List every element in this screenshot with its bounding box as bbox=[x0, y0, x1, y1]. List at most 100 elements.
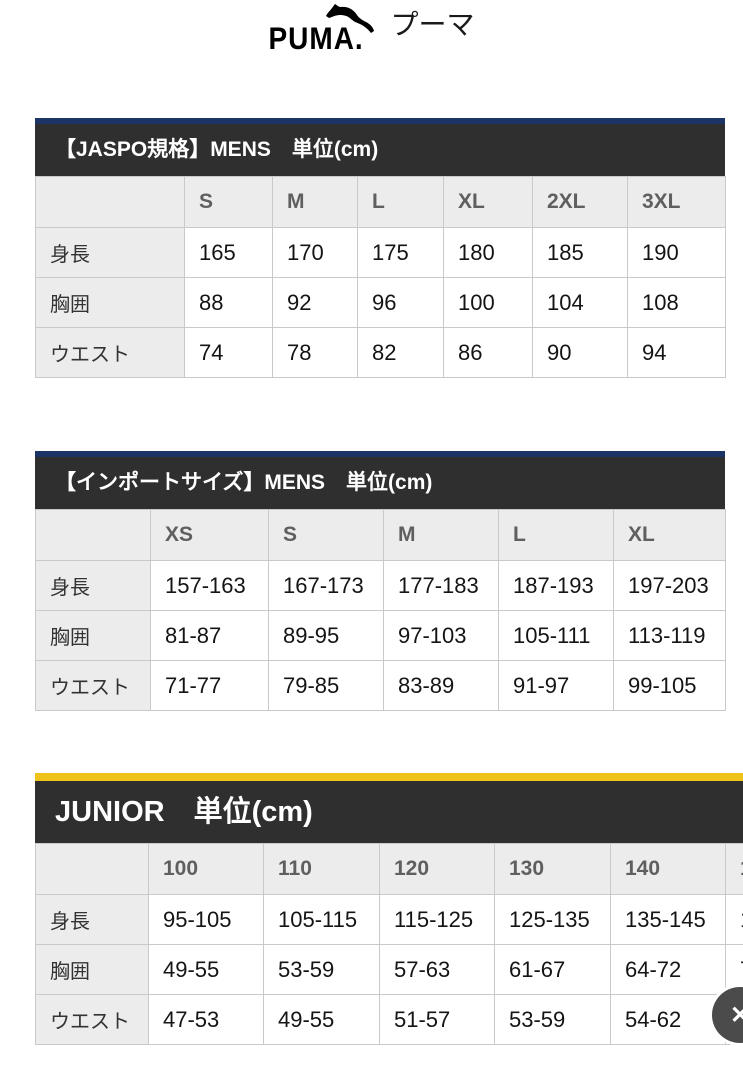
size-cell: 105-111 bbox=[498, 610, 614, 661]
column-header: L bbox=[498, 509, 614, 561]
size-cell: 104 bbox=[532, 277, 628, 328]
column-header: XL bbox=[443, 176, 533, 228]
size-cell: 170 bbox=[272, 227, 358, 278]
size-cell: 99-105 bbox=[613, 660, 726, 711]
size-cell: 54-62 bbox=[610, 994, 726, 1045]
size-cell: 125-135 bbox=[494, 894, 611, 945]
table-row: ウエスト 71-77 79-85 83-89 91-97 99-105 bbox=[35, 660, 726, 711]
accent-bar-navy bbox=[35, 451, 725, 457]
accent-bar-navy bbox=[35, 118, 725, 124]
column-header: 1 bbox=[725, 843, 743, 895]
size-table-junior: JUNIOR 単位(cm) 100 110 120 130 140 1 身長 9… bbox=[35, 773, 743, 1045]
puma-logo: PUMA. bbox=[268, 2, 375, 57]
size-cell: 89-95 bbox=[268, 610, 384, 661]
column-header: 100 bbox=[148, 843, 264, 895]
table-row: ウエスト 47-53 49-55 51-57 53-59 54-62 bbox=[35, 994, 743, 1045]
size-cell: 97-103 bbox=[383, 610, 499, 661]
size-grid: S M L XL 2XL 3XL 身長 165 170 175 180 185 … bbox=[35, 176, 726, 378]
size-cell: 105-115 bbox=[263, 894, 380, 945]
column-header: M bbox=[272, 176, 358, 228]
row-label: 胸囲 bbox=[35, 610, 151, 661]
size-cell: 135-145 bbox=[610, 894, 726, 945]
close-icon: ✕ bbox=[729, 1001, 743, 1029]
column-header-row: XS S M L XL bbox=[35, 509, 726, 561]
size-cell: 61-67 bbox=[494, 944, 611, 995]
row-label: 胸囲 bbox=[35, 277, 185, 328]
row-label: ウエスト bbox=[35, 994, 149, 1045]
table-row: 身長 157-163 167-173 177-183 187-193 197-2… bbox=[35, 560, 726, 611]
column-header: 120 bbox=[379, 843, 495, 895]
size-cell: 113-119 bbox=[613, 610, 726, 661]
size-cell: 91-97 bbox=[498, 660, 614, 711]
column-header: S bbox=[184, 176, 273, 228]
table-row: 胸囲 49-55 53-59 57-63 61-67 64-72 7 bbox=[35, 944, 743, 995]
table-row: 身長 165 170 175 180 185 190 bbox=[35, 227, 726, 278]
corner-cell bbox=[35, 176, 185, 228]
column-header: 3XL bbox=[627, 176, 726, 228]
column-header-row: 100 110 120 130 140 1 bbox=[35, 843, 743, 895]
size-cell: 115-125 bbox=[379, 894, 495, 945]
column-header: 130 bbox=[494, 843, 611, 895]
size-cell: 92 bbox=[272, 277, 358, 328]
size-cell: 78 bbox=[272, 327, 358, 378]
size-cell: 197-203 bbox=[613, 560, 726, 611]
column-header: XS bbox=[150, 509, 269, 561]
row-label: 身長 bbox=[35, 894, 149, 945]
size-cell: 190 bbox=[627, 227, 726, 278]
brand-name-jp: プーマ bbox=[390, 9, 475, 40]
brand-header: PUMA. プーマ bbox=[0, 0, 743, 57]
column-header: S bbox=[268, 509, 384, 561]
size-cell: 49-55 bbox=[263, 994, 380, 1045]
size-table-jaspo-mens: 【JASPO規格】MENS 単位(cm) S M L XL 2XL 3XL 身長… bbox=[35, 118, 726, 378]
column-header: L bbox=[357, 176, 444, 228]
column-header-row: S M L XL 2XL 3XL bbox=[35, 176, 726, 228]
table-row: 身長 95-105 105-115 115-125 125-135 135-14… bbox=[35, 894, 743, 945]
size-cell: 81-87 bbox=[150, 610, 269, 661]
size-cell: 88 bbox=[184, 277, 273, 328]
size-cell: 64-72 bbox=[610, 944, 726, 995]
accent-bar-yellow bbox=[35, 773, 743, 781]
size-table-import-mens: 【インポートサイズ】MENS 単位(cm) XS S M L XL 身長 157… bbox=[35, 451, 726, 711]
row-label: 胸囲 bbox=[35, 944, 149, 995]
size-cell: 51-57 bbox=[379, 994, 495, 1045]
size-cell: 177-183 bbox=[383, 560, 499, 611]
row-label: 身長 bbox=[35, 560, 151, 611]
size-grid: 100 110 120 130 140 1 身長 95-105 105-115 … bbox=[35, 843, 743, 1045]
size-cell: 94 bbox=[627, 327, 726, 378]
row-label: ウエスト bbox=[35, 327, 185, 378]
table-title: 【JASPO規格】MENS 単位(cm) bbox=[35, 124, 725, 176]
column-header: M bbox=[383, 509, 499, 561]
column-header: 140 bbox=[610, 843, 726, 895]
size-cell: 95-105 bbox=[148, 894, 264, 945]
size-cell: 187-193 bbox=[498, 560, 614, 611]
size-cell: 108 bbox=[627, 277, 726, 328]
size-cell: 157-163 bbox=[150, 560, 269, 611]
size-grid: XS S M L XL 身長 157-163 167-173 177-183 1… bbox=[35, 509, 726, 711]
table-title: JUNIOR 単位(cm) bbox=[35, 781, 743, 843]
size-cell: 47-53 bbox=[148, 994, 264, 1045]
size-cell: 175 bbox=[357, 227, 444, 278]
size-cell: 74 bbox=[184, 327, 273, 378]
size-cell: 167-173 bbox=[268, 560, 384, 611]
size-cell: 90 bbox=[532, 327, 628, 378]
size-cell: 83-89 bbox=[383, 660, 499, 711]
size-cell: 57-63 bbox=[379, 944, 495, 995]
size-cell: 96 bbox=[357, 277, 444, 328]
column-header: 2XL bbox=[532, 176, 628, 228]
column-header: 110 bbox=[263, 843, 380, 895]
size-cell: 165 bbox=[184, 227, 273, 278]
size-cell: 53-59 bbox=[494, 994, 611, 1045]
table-row: ウエスト 74 78 82 86 90 94 bbox=[35, 327, 726, 378]
corner-cell bbox=[35, 509, 151, 561]
column-header: XL bbox=[613, 509, 726, 561]
size-cell: 82 bbox=[357, 327, 444, 378]
size-cell: 180 bbox=[443, 227, 533, 278]
size-cell: 86 bbox=[443, 327, 533, 378]
size-cell: 49-55 bbox=[148, 944, 264, 995]
table-title: 【インポートサイズ】MENS 単位(cm) bbox=[35, 457, 725, 509]
size-cell: 79-85 bbox=[268, 660, 384, 711]
size-cell: 53-59 bbox=[263, 944, 380, 995]
table-row: 胸囲 88 92 96 100 104 108 bbox=[35, 277, 726, 328]
corner-cell bbox=[35, 843, 149, 895]
row-label: ウエスト bbox=[35, 660, 151, 711]
